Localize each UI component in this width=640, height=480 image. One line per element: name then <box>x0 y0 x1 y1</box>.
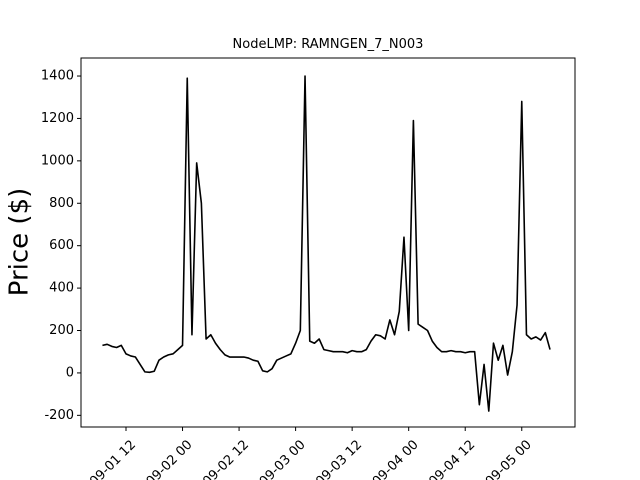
y-tick-label: 1000 <box>41 153 74 168</box>
x-tick-label: 09-01 12 <box>87 437 139 480</box>
chart-title: NodeLMP: RAMNGEN_7_N003 <box>233 37 424 52</box>
x-tick-label: 09-02 00 <box>144 437 196 480</box>
y-tick-label: 1200 <box>41 111 74 126</box>
line <box>102 75 551 412</box>
y-tick-label: 0 <box>66 365 74 380</box>
x-tick-label: 09-02 12 <box>200 437 252 480</box>
y-tick-label: 400 <box>49 281 74 296</box>
x-tick-label: 09-03 00 <box>257 437 309 480</box>
y-tick-label: 200 <box>49 323 74 338</box>
plot-frame <box>80 57 576 428</box>
y-tick-label: 600 <box>49 238 74 253</box>
y-tick-label: 800 <box>49 196 74 211</box>
x-tick-label: 09-03 12 <box>313 437 365 480</box>
x-tick-label: 09-04 12 <box>426 437 478 480</box>
y-tick-label: 1400 <box>41 69 74 84</box>
y-axis-label: Price ($) <box>5 188 35 297</box>
y-tick-label: -200 <box>44 408 74 423</box>
x-tick-label: 09-05 00 <box>483 437 535 480</box>
x-tick-label: 09-04 00 <box>370 437 422 480</box>
